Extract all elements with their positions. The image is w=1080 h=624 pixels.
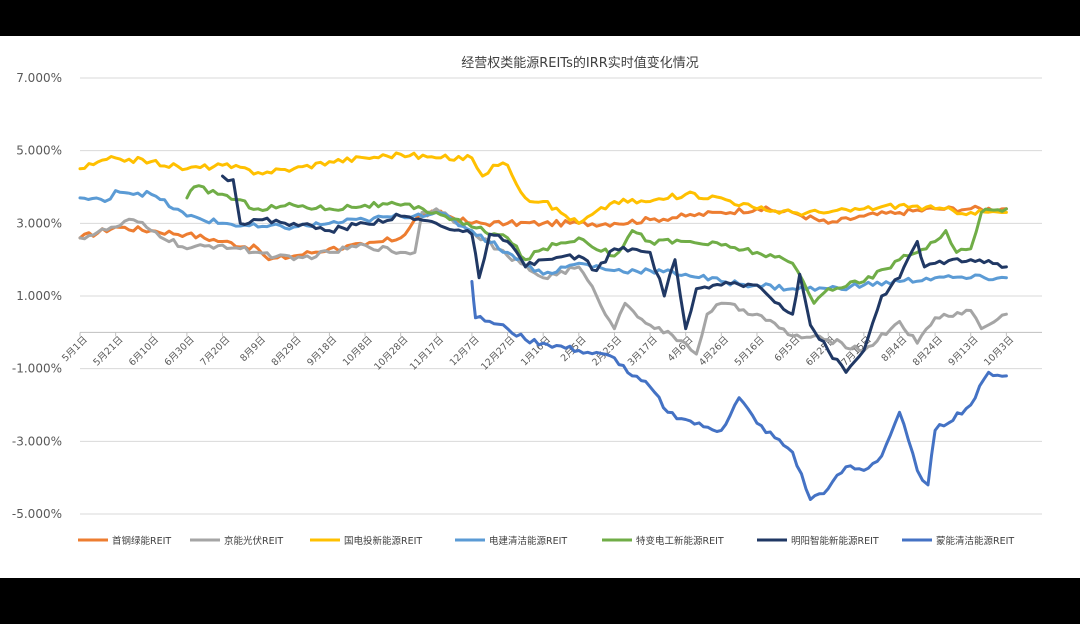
x-tick-label: 8月9日 (238, 334, 268, 364)
x-tick-label: 3月17日 (626, 334, 660, 368)
x-tick-label: 12月7日 (448, 334, 482, 368)
legend-label: 国电投新能源REIT (344, 535, 422, 547)
x-tick-label: 5月16日 (733, 334, 767, 368)
x-tick-label: 7月20日 (198, 334, 232, 368)
x-tick-label: 10月28日 (372, 334, 410, 372)
legend-label: 蒙能清洁能源REIT (936, 535, 1014, 547)
x-tick-label: 8月29日 (270, 334, 304, 368)
series-line-4 (185, 184, 1008, 305)
x-tick-label: 6月10日 (127, 334, 161, 368)
series-line-2 (78, 151, 1008, 225)
x-tick-label: 6月30日 (163, 334, 197, 368)
chart-svg: 经营权类能源REITs的IRR实时值变化情况 7.000% 5.000% 3.000… (12, 55, 1042, 547)
y-tick-label: -3.000% (12, 434, 62, 448)
y-tick-label: 1.000% (16, 289, 62, 303)
legend-label: 明阳智能新能源REIT (791, 535, 879, 547)
y-tick-label: -5.000% (12, 507, 62, 521)
series-line-3 (78, 189, 1008, 292)
legend-label: 电建清洁能源REIT (489, 535, 567, 547)
y-tick-label: -1.000% (12, 362, 62, 376)
legend-label: 首钢绿能REIT (112, 535, 171, 547)
x-tick-label: 9月18日 (305, 334, 339, 368)
legend-label: 京能光伏REIT (224, 535, 283, 547)
y-tick-label: 5.000% (16, 144, 62, 158)
x-tick-label: 6月5日 (773, 334, 803, 364)
x-tick-label: 9月13日 (947, 334, 981, 368)
x-tick-label: 11月17日 (408, 334, 446, 372)
x-tick-label: 10月3日 (982, 334, 1016, 368)
chart-panel: 经营权类能源REITs的IRR实时值变化情况 7.000% 5.000% 3.000… (0, 36, 1080, 578)
y-tick-label: 7.000% (16, 71, 62, 85)
series-line-5 (221, 174, 1008, 374)
x-tick-label: 5月21日 (91, 334, 125, 368)
series-line-6 (470, 280, 1008, 501)
x-tick-label: 5月1日 (60, 334, 90, 364)
x-tick-label: 8月4日 (880, 334, 910, 364)
x-tick-label: 10月8日 (341, 334, 375, 368)
x-tick-label: 12月27日 (479, 334, 517, 372)
series-line-1 (78, 207, 1008, 356)
chart-title: 经营权类能源REITs的IRR实时值变化情况 (461, 55, 699, 71)
y-tick-label: 3.000% (16, 216, 62, 230)
legend-label: 特变电工新能源REIT (636, 535, 724, 547)
series-line-0 (78, 204, 1008, 262)
